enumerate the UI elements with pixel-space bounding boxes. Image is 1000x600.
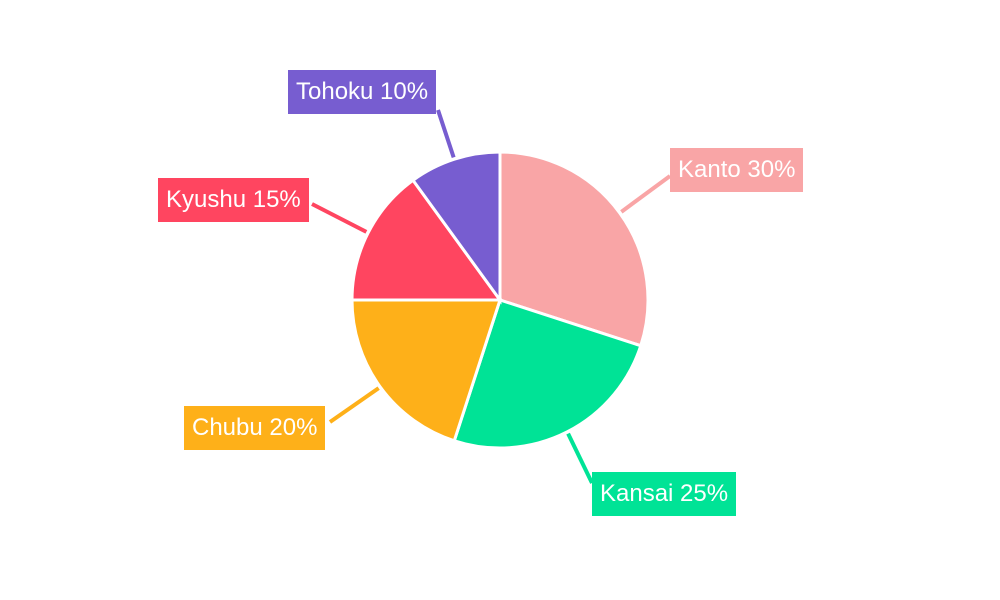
slice-kansai[interactable] xyxy=(452,298,643,450)
label-kansai: Kansai 25% xyxy=(592,472,737,516)
leader-line-chubu xyxy=(328,386,380,424)
slice-tohoku[interactable] xyxy=(410,150,502,305)
leader-line-tohoku xyxy=(436,109,456,158)
label-chubu: Chubu 20% xyxy=(184,406,326,450)
slice-chubu[interactable] xyxy=(350,298,503,443)
label-tohoku: Tohoku 10% xyxy=(288,70,437,114)
label-kanto: Kanto 30% xyxy=(670,148,804,192)
leader-line-kanto xyxy=(620,174,672,214)
leader-line-kansai xyxy=(566,432,594,484)
slice-kyushu[interactable] xyxy=(350,178,503,302)
label-kyushu: Kyushu 15% xyxy=(158,178,309,222)
leader-line-kyushu xyxy=(311,202,368,234)
slice-kanto[interactable] xyxy=(498,150,650,348)
